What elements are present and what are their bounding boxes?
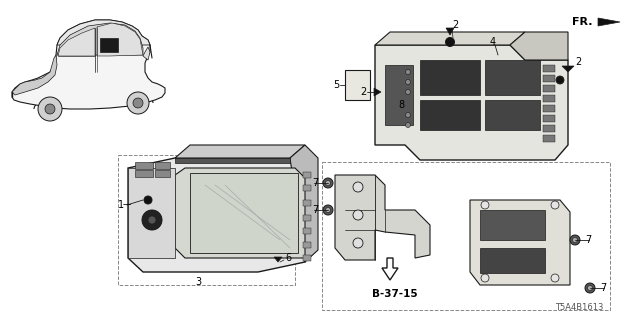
Text: 5: 5 (333, 80, 339, 90)
Polygon shape (57, 20, 150, 45)
Circle shape (326, 180, 330, 186)
Bar (543, 125, 555, 132)
Polygon shape (374, 88, 381, 96)
Polygon shape (175, 145, 305, 158)
Bar (303, 255, 311, 261)
Bar (480, 210, 545, 240)
Text: 8: 8 (398, 100, 404, 110)
Circle shape (481, 274, 489, 282)
Circle shape (551, 274, 559, 282)
Text: 2: 2 (360, 87, 366, 97)
Circle shape (585, 283, 595, 293)
Polygon shape (562, 66, 574, 72)
Circle shape (133, 98, 143, 108)
Text: 7: 7 (585, 235, 591, 245)
Bar (543, 85, 555, 92)
Circle shape (573, 237, 577, 243)
Bar (135, 162, 153, 169)
Circle shape (323, 205, 333, 215)
Text: 7: 7 (312, 205, 318, 215)
Polygon shape (175, 158, 290, 163)
Polygon shape (375, 45, 568, 160)
Polygon shape (190, 173, 298, 253)
Polygon shape (128, 168, 175, 258)
Circle shape (38, 97, 62, 121)
Circle shape (353, 238, 363, 248)
Circle shape (551, 201, 559, 209)
Circle shape (142, 210, 162, 230)
Circle shape (353, 210, 363, 220)
Text: 7: 7 (312, 178, 318, 188)
Circle shape (406, 79, 410, 84)
Circle shape (588, 285, 593, 291)
Bar (543, 75, 555, 82)
Circle shape (45, 104, 55, 114)
Bar (543, 115, 555, 122)
Text: T5A4B1613: T5A4B1613 (555, 303, 604, 313)
Bar (303, 215, 311, 221)
Polygon shape (598, 18, 620, 26)
Bar (155, 162, 170, 169)
Circle shape (326, 207, 330, 212)
Circle shape (144, 196, 152, 204)
Circle shape (445, 37, 454, 46)
Polygon shape (375, 32, 525, 45)
Circle shape (353, 182, 363, 192)
Polygon shape (58, 28, 95, 56)
Bar (303, 242, 311, 248)
Circle shape (406, 113, 410, 117)
Circle shape (570, 235, 580, 245)
Circle shape (556, 76, 564, 84)
Polygon shape (470, 200, 570, 285)
Polygon shape (57, 23, 143, 55)
Text: 7: 7 (600, 283, 606, 293)
Text: —: — (123, 201, 131, 210)
Circle shape (148, 216, 156, 224)
Text: 3: 3 (195, 277, 201, 287)
Circle shape (323, 178, 333, 188)
Polygon shape (345, 70, 370, 100)
Text: B-37-15: B-37-15 (372, 289, 418, 299)
Circle shape (406, 69, 410, 75)
Bar (303, 200, 311, 206)
Text: 2: 2 (452, 20, 458, 30)
Text: 6: 6 (285, 253, 291, 263)
Bar (100, 38, 118, 52)
Polygon shape (446, 28, 454, 35)
Text: 2: 2 (575, 57, 581, 67)
Bar (135, 170, 153, 177)
Polygon shape (510, 32, 568, 60)
Bar (485, 100, 540, 130)
Polygon shape (175, 168, 305, 258)
Polygon shape (290, 145, 318, 262)
Circle shape (406, 123, 410, 127)
Text: 4: 4 (490, 37, 496, 47)
Bar (480, 248, 545, 273)
Text: FR.: FR. (572, 17, 593, 27)
Polygon shape (382, 258, 398, 280)
Circle shape (127, 92, 149, 114)
Polygon shape (128, 158, 305, 272)
Polygon shape (97, 23, 143, 56)
Bar (543, 135, 555, 142)
Text: 1: 1 (118, 200, 124, 210)
Polygon shape (12, 55, 57, 95)
Bar (543, 95, 555, 102)
Bar (543, 65, 555, 72)
Bar (543, 105, 555, 112)
Polygon shape (12, 20, 165, 109)
Bar (485, 60, 540, 95)
Bar (385, 65, 413, 125)
Polygon shape (335, 175, 430, 260)
Bar (303, 185, 311, 191)
Bar (155, 170, 170, 177)
Circle shape (481, 201, 489, 209)
Bar (303, 172, 311, 178)
Bar (420, 100, 480, 130)
Polygon shape (274, 257, 282, 262)
Bar (303, 228, 311, 234)
Bar (420, 60, 480, 95)
Polygon shape (143, 47, 150, 60)
Circle shape (406, 90, 410, 94)
